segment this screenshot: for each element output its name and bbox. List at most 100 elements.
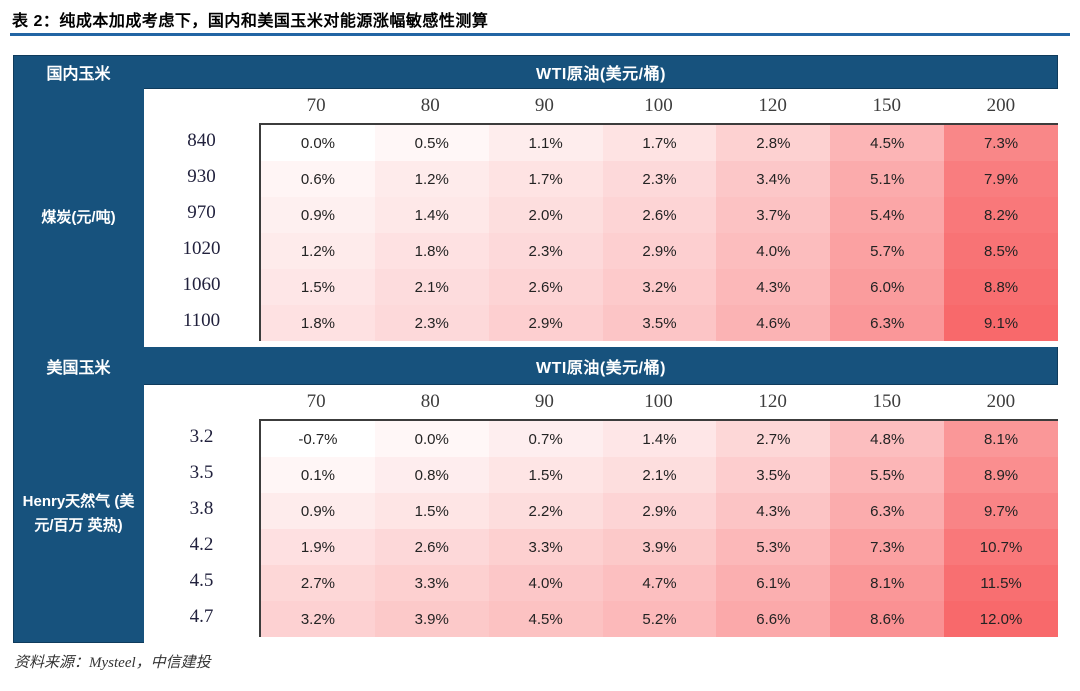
heat-cell: 3.5% — [716, 457, 831, 493]
row-label: 1020 — [182, 238, 221, 259]
heat-cell: 5.3% — [716, 529, 831, 565]
heat-cell: 11.5% — [944, 565, 1058, 601]
heat-cell: 1.4% — [602, 421, 717, 457]
row-label-column: 3.2 3.5 3.8 4.2 4.5 4.7 — [144, 419, 259, 637]
heat-cell: 2.7% — [716, 421, 831, 457]
row-label: 3.8 — [189, 498, 214, 519]
column-header: 150 — [872, 391, 902, 412]
heatmap-section-us-corn: 美国玉米 WTI原油(美元/桶) Henry天然气 (美元/百万 英热) 70 8… — [13, 347, 1058, 643]
heat-cell: 4.0% — [488, 565, 603, 601]
column-header: 150 — [872, 95, 902, 116]
heat-cell: 5.2% — [602, 601, 717, 637]
heat-grid: -0.7% 0.0% 0.7% 1.4% 2.7% 4.8% 8.1% 0.1% 0.8% 1.5… — [259, 419, 1058, 637]
column-header: 200 — [986, 95, 1016, 116]
heat-cell: 2.3% — [602, 161, 717, 197]
heat-cell: 1.8% — [261, 305, 375, 341]
heat-cell: 8.6% — [830, 601, 945, 637]
heat-cell: 1.8% — [374, 233, 489, 269]
heat-cell: 1.2% — [261, 233, 375, 269]
row-label: 840 — [187, 130, 216, 151]
column-header: 100 — [644, 95, 673, 116]
heat-cell: 7.3% — [830, 529, 945, 565]
heat-cell: 6.3% — [830, 493, 945, 529]
section-label: 国内玉米 — [46, 65, 111, 83]
table-title: 表 2：纯成本加成考虑下，国内和美国玉米对能源涨幅敏感性测算 — [12, 13, 489, 30]
column-header: 70 — [306, 391, 326, 412]
section-header-band: 美国玉米 WTI原油(美元/桶) — [13, 347, 1058, 384]
heat-cell: 1.5% — [374, 493, 489, 529]
column-header: 120 — [758, 391, 787, 412]
column-header: 90 — [534, 95, 554, 116]
row-label: 4.5 — [189, 570, 214, 591]
heat-cell: 4.7% — [602, 565, 717, 601]
heat-cell: 1.5% — [261, 269, 375, 305]
heat-cell: 1.5% — [488, 457, 603, 493]
column-header: 120 — [758, 95, 787, 116]
column-header: 70 — [306, 95, 326, 116]
source-note: 资料来源：Mysteel，中信建投 — [14, 655, 211, 671]
heat-cell: 3.9% — [602, 529, 717, 565]
heat-cell: 8.9% — [944, 457, 1058, 493]
heat-cell: 0.7% — [488, 421, 603, 457]
heat-cell: 1.2% — [374, 161, 489, 197]
heat-cell: 12.0% — [944, 601, 1058, 637]
heat-cell: 4.3% — [716, 493, 831, 529]
heat-cell: 0.9% — [261, 197, 375, 233]
row-label: 3.2 — [189, 426, 214, 447]
header-spacer — [144, 89, 259, 123]
heat-cell: 1.4% — [374, 197, 489, 233]
heat-cell: 4.6% — [716, 305, 831, 341]
heat-cell: 0.9% — [261, 493, 375, 529]
heat-cell: 3.4% — [716, 161, 831, 197]
heat-cell: 2.1% — [374, 269, 489, 305]
heat-cell: 0.6% — [261, 161, 375, 197]
row-group-label: Henry天然气 (美元/百万 英热) — [22, 493, 135, 534]
heat-cell: 3.3% — [488, 529, 603, 565]
row-label: 930 — [187, 166, 216, 187]
heat-cell: -0.7% — [261, 421, 375, 457]
heat-cell: 10.7% — [944, 529, 1058, 565]
heat-cell: 6.1% — [716, 565, 831, 601]
heat-cell: 2.9% — [488, 305, 603, 341]
heat-cell: 0.5% — [374, 125, 489, 161]
heat-grid: 0.0% 0.5% 1.1% 1.7% 2.8% 4.5% 7.3% 0.6% 1.2% 1.7%… — [259, 123, 1058, 341]
row-label: 4.7 — [189, 606, 214, 627]
heat-cell: 0.0% — [261, 125, 375, 161]
heat-cell: 9.7% — [944, 493, 1058, 529]
heat-cell: 5.5% — [830, 457, 945, 493]
heat-cell: 8.5% — [944, 233, 1058, 269]
heat-cell: 2.2% — [488, 493, 603, 529]
heat-cell: 1.7% — [488, 161, 603, 197]
heat-cell: 2.8% — [716, 125, 831, 161]
heat-cell: 2.6% — [374, 529, 489, 565]
heatmap-table: 70 80 90 100 120 150 200 840 930 970 1020 1060 1100… — [144, 88, 1058, 347]
row-label: 1060 — [182, 274, 221, 295]
row-label: 970 — [187, 202, 216, 223]
table-panel: 国内玉米 WTI原油(美元/桶) 煤炭(元/吨) 70 80 90 100 120 150… — [13, 55, 1058, 643]
section-header-band: 国内玉米 WTI原油(美元/桶) — [13, 55, 1058, 88]
column-header: 90 — [534, 391, 554, 412]
heat-cell: 2.3% — [488, 233, 603, 269]
heat-cell: 5.4% — [830, 197, 945, 233]
heat-cell: 4.8% — [830, 421, 945, 457]
heat-cell: 2.0% — [488, 197, 603, 233]
column-group-label: WTI原油(美元/桶) — [536, 359, 666, 377]
row-group-label: 煤炭(元/吨) — [41, 208, 116, 226]
heat-cell: 7.9% — [944, 161, 1058, 197]
heat-cell: 3.5% — [602, 305, 717, 341]
heat-cell: 0.8% — [374, 457, 489, 493]
heat-cell: 1.7% — [602, 125, 717, 161]
heat-cell: 1.9% — [261, 529, 375, 565]
heat-cell: 2.6% — [602, 197, 717, 233]
heat-cell: 3.9% — [374, 601, 489, 637]
heat-cell: 6.6% — [716, 601, 831, 637]
heat-cell: 8.1% — [830, 565, 945, 601]
heat-cell: 3.3% — [374, 565, 489, 601]
row-label: 3.5 — [189, 462, 214, 483]
row-label: 1100 — [182, 310, 221, 331]
heat-cell: 2.6% — [488, 269, 603, 305]
heat-cell: 0.1% — [261, 457, 375, 493]
heat-cell: 4.5% — [830, 125, 945, 161]
heat-cell: 5.7% — [830, 233, 945, 269]
heat-cell: 3.7% — [716, 197, 831, 233]
